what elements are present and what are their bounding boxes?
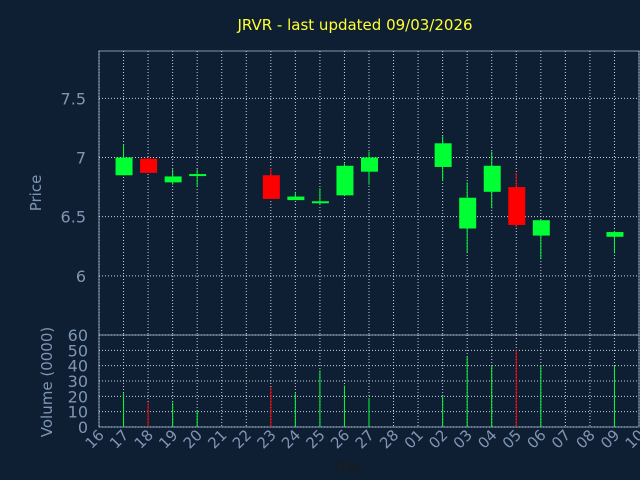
candle-body [311,201,329,204]
volume-tick-label: 40 [68,357,88,376]
x-tick-label: 28 [376,426,402,452]
candle-body [164,176,182,183]
x-tick-label: 17 [106,426,132,452]
price-tick-labels: 7.5 7 6.5 6 [61,89,86,286]
price-tick-label: 6.5 [61,208,86,227]
volume-tick-label: 0 [78,418,88,437]
volume-tick-label: 60 [68,326,88,345]
x-tick-label: 18 [131,426,157,452]
x-tick-label: 25 [303,426,329,452]
price-axis-label: Price [27,175,45,212]
x-tick-label: 08 [573,426,599,452]
price-tick-label: 6 [76,267,86,286]
volume-tick-label: 20 [68,387,88,406]
candle-body [459,197,477,229]
volume-tick-label: 50 [68,341,88,360]
candle-body [434,143,452,167]
candle-body [508,187,526,225]
x-tick-labels: 1617181920212223242526272801020304050607… [82,426,640,452]
x-tick-label: 27 [352,426,378,452]
candle-body [336,165,354,196]
volume-bars [123,350,615,427]
volume-tick-label: 30 [68,372,88,391]
volume-axis-label: Volume (0000) [38,327,56,437]
price-tick-label: 7.5 [61,89,86,108]
candle-body [189,174,207,177]
candle-body [140,158,158,173]
candle-body [606,232,624,237]
x-tick-label: 20 [180,426,206,452]
x-tick-label: 03 [450,426,476,452]
candle-body [262,175,280,199]
volume-tick-label: 10 [68,403,88,422]
x-tick-label: 24 [278,426,304,452]
x-tick-label: 10 [622,426,640,452]
x-tick-label: 22 [229,426,255,452]
x-tick-label: 05 [499,426,525,452]
x-tick-label: 23 [253,426,279,452]
candle-body [287,196,305,201]
candle-body [361,157,378,172]
x-tick-label: 02 [425,426,451,452]
candle-body [532,220,550,236]
x-tick-label: 21 [204,426,230,452]
candles [115,136,624,260]
x-tick-label: 26 [327,426,353,452]
x-tick-label: 19 [155,426,181,452]
x-tick-label: 01 [401,426,427,452]
price-tick-label: 7 [76,149,86,168]
candle-body [115,157,133,176]
candle-body [483,165,501,192]
x-tick-label: 04 [474,426,500,452]
x-tick-label: 07 [548,426,574,452]
x-axis-label: Day [334,459,362,475]
x-tick-label: 06 [523,426,549,452]
x-tick-label: 09 [597,426,623,452]
price-grid [98,51,640,335]
chart-title: JRVR - last updated 09/03/2026 [236,16,472,34]
